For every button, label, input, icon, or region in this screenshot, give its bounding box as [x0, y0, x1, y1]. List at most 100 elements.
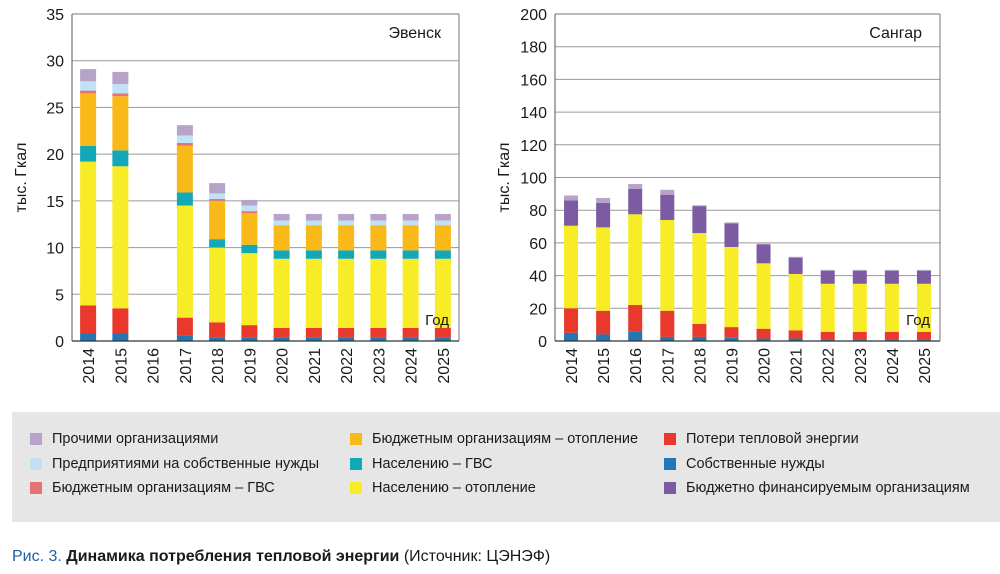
sangar-bar-segment [724, 246, 739, 328]
evensk-bar-segment [176, 192, 193, 206]
evensk-bar-segment [80, 161, 97, 306]
legend: Прочими организациями Предприятиями на с… [12, 412, 1000, 522]
sangar-bar-segment [884, 283, 899, 333]
evensk-ytick-label: 0 [55, 334, 64, 351]
sangar-bar-segment [916, 339, 931, 341]
sangar-bar-segment [628, 184, 643, 189]
legend-label-nasel-gvs: Населению – ГВС [372, 456, 493, 472]
evensk-bar-segment [273, 327, 290, 338]
sangar-bar-segment [660, 189, 675, 195]
evensk-bar-segment [209, 193, 226, 199]
evensk-bar-segment [370, 337, 387, 341]
evensk-xtick-label: 2022 [339, 348, 356, 384]
evensk-bar-segment [434, 337, 451, 341]
sangar-bar-segment [692, 205, 707, 207]
sangar-bar-segment [596, 202, 611, 228]
evensk-bar-segment [176, 135, 193, 143]
sangar-bar-segment [596, 197, 611, 203]
evensk-bar-segment [80, 69, 97, 82]
evensk-bar-segment [241, 337, 258, 341]
evensk-bar-segment [402, 225, 419, 251]
sangar-ytick-label: 40 [529, 269, 547, 286]
evensk-bar-segment [112, 166, 129, 309]
evensk-bar-segment [209, 200, 226, 240]
evensk-bar-segment [112, 333, 129, 341]
evensk-bar-segment [241, 253, 258, 326]
evensk-bar-segment [338, 327, 355, 338]
evensk-bar-segment [176, 205, 193, 318]
evensk-bar-segment [241, 199, 258, 206]
evensk-bar-segment [434, 220, 451, 226]
legend-label-poteri: Потери тепловой энергии [686, 431, 859, 447]
evensk-bar-segment [305, 220, 322, 226]
legend-swatch-byudzh-fin [664, 482, 676, 494]
evensk-bar-segment [176, 317, 193, 336]
legend-swatch-poteri [664, 433, 676, 445]
evensk-bar-segment [402, 250, 419, 259]
evensk-bar-segment [338, 225, 355, 251]
evensk-bar-segment [305, 337, 322, 341]
sangar-bar-segment [820, 270, 835, 284]
evensk-bar-segment [209, 239, 226, 248]
sangar-bar-segment [820, 339, 835, 341]
evensk-ytick-label: 25 [46, 100, 64, 117]
evensk-bar-segment [434, 250, 451, 259]
evensk-xtick-label: 2016 [146, 348, 163, 384]
sangar-xtick-label: 2015 [596, 348, 613, 384]
legend-swatch-predpr [30, 458, 42, 470]
evensk-bar-segment [370, 220, 387, 226]
legend-item-prochie: Прочими организациями [30, 431, 218, 447]
evensk-bar-segment [176, 142, 193, 146]
evensk-bar-segment [434, 213, 451, 221]
sangar-bar-segment [692, 206, 707, 234]
legend-item-nasel-gvs: Населению – ГВС [350, 456, 493, 472]
sangar-bar-segment [660, 310, 675, 337]
evensk-chart-title: Эвенск [388, 25, 442, 42]
sangar-bar-segment [884, 339, 899, 341]
sangar-ytick-label: 160 [520, 72, 547, 89]
caption-source: (Источник: ЦЭНЭФ) [403, 548, 551, 565]
sangar-bar-segment [596, 227, 611, 311]
sangar-bar-segment [564, 195, 579, 201]
evensk-bar-segment [176, 125, 193, 136]
evensk-bar-segment [273, 213, 290, 221]
sangar-xtick-label: 2019 [724, 348, 741, 384]
evensk-bar-segment [80, 90, 97, 94]
evensk-bar-segment [241, 205, 258, 212]
evensk-bar-segment [434, 258, 451, 328]
sangar-bar-segment [724, 223, 739, 247]
sangar-ytick-label: 100 [520, 171, 547, 188]
evensk-bar-segment [80, 333, 97, 341]
sangar-bar-segment [852, 269, 867, 271]
legend-item-nasel-otop: Населению – отопление [350, 480, 536, 496]
evensk-bar-segment [241, 325, 258, 338]
caption-title: Динамика потребления тепловой энергии [66, 548, 400, 565]
sangar-bar-segment [564, 225, 579, 309]
evensk-x-axis-label: Год [425, 312, 449, 329]
evensk-xtick-label: 2020 [275, 348, 292, 384]
sangar-bar-segment [852, 332, 867, 340]
legend-swatch-nasel-otop [350, 482, 362, 494]
legend-swatch-byudzh-gvs [30, 482, 42, 494]
sangar-ytick-label: 120 [520, 138, 547, 155]
evensk-bar-segment [338, 220, 355, 226]
legend-label-sobstv: Собственные нужды [686, 456, 825, 472]
sangar-bar-segment [756, 244, 771, 264]
legend-item-sobstv: Собственные нужды [664, 456, 825, 472]
evensk-bar-segment [402, 258, 419, 328]
sangar-bar-segment [788, 330, 803, 339]
legend-label-byudzh-fin: Бюджетно финансируемым организациям [686, 480, 970, 496]
evensk-bar-segment [241, 213, 258, 245]
evensk-bar-segment [273, 337, 290, 341]
sangar-ytick-label: 200 [520, 7, 547, 24]
sangar-xtick-label: 2023 [853, 348, 870, 384]
evensk-bar-segment [402, 337, 419, 341]
legend-item-byudzh-gvs: Бюджетным организациям – ГВС [30, 480, 275, 496]
sangar-xtick-label: 2016 [628, 348, 645, 384]
evensk-bar-segment [434, 327, 451, 338]
sangar-xtick-label: 2022 [821, 348, 838, 384]
evensk-ytick-label: 5 [55, 287, 64, 304]
evensk-bar-segment [370, 225, 387, 251]
sangar-xtick-label: 2024 [885, 348, 902, 384]
